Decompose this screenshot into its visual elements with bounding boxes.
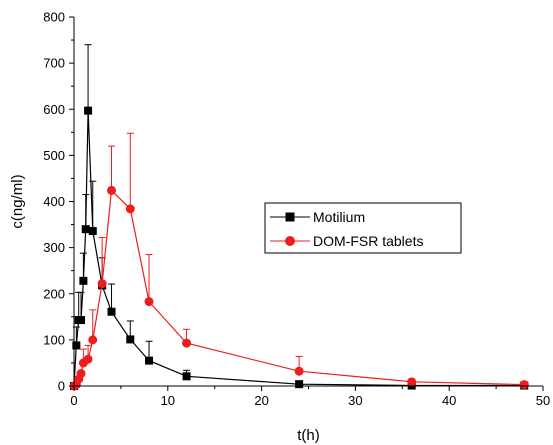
data-point-dom-fsr: [83, 354, 93, 364]
y-tick-label: 300: [43, 240, 65, 255]
y-tick-label: 600: [43, 102, 65, 117]
legend-marker-motilium: [285, 212, 295, 222]
data-point-motilium: [81, 225, 90, 234]
x-tick-label: 50: [536, 393, 550, 408]
data-point-motilium: [88, 227, 97, 236]
data-point-dom-fsr: [97, 279, 107, 289]
legend: Motilium DOM-FSR tablets: [264, 202, 462, 254]
data-point-dom-fsr: [107, 185, 117, 195]
data-point-motilium: [79, 276, 88, 285]
legend-label-motilium: Motilium: [313, 209, 365, 225]
x-tick-label: 30: [348, 393, 362, 408]
data-point-dom-fsr: [182, 338, 192, 348]
data-point-dom-fsr: [76, 369, 86, 379]
data-point-dom-fsr: [88, 335, 98, 345]
y-tick-label: 700: [43, 56, 65, 71]
data-point-motilium: [84, 106, 93, 115]
x-tick-label: 0: [70, 393, 77, 408]
data-point-motilium: [77, 316, 86, 325]
x-tick-label: 20: [254, 393, 268, 408]
y-tick-label: 100: [43, 332, 65, 347]
data-point-dom-fsr: [294, 366, 304, 376]
y-tick-label: 200: [43, 286, 65, 301]
legend-label-dom-fsr: DOM-FSR tablets: [313, 233, 423, 249]
data-point-dom-fsr: [125, 204, 135, 214]
data-point-dom-fsr: [407, 377, 417, 387]
data-point-motilium: [107, 307, 116, 316]
series-layer: [69, 44, 529, 391]
y-tick-label: 400: [43, 194, 65, 209]
legend-box: [264, 202, 462, 254]
x-axis-title: t(h): [297, 427, 320, 444]
y-tick-label: 500: [43, 148, 65, 163]
data-point-motilium: [126, 335, 135, 344]
x-tick-label: 10: [161, 393, 175, 408]
data-point-dom-fsr: [519, 380, 529, 390]
data-point-motilium: [72, 341, 81, 350]
data-point-motilium: [295, 380, 304, 389]
y-axis-title: c(ng/ml): [9, 174, 26, 228]
y-tick-label: 0: [58, 379, 65, 394]
y-tick-label: 800: [43, 10, 65, 25]
series-dom-fsr: [69, 132, 529, 391]
x-tick-label: 40: [442, 393, 456, 408]
data-point-motilium: [182, 372, 191, 381]
data-point-dom-fsr: [144, 297, 154, 307]
legend-marker-dom-fsr: [285, 236, 295, 246]
data-point-motilium: [145, 356, 154, 365]
